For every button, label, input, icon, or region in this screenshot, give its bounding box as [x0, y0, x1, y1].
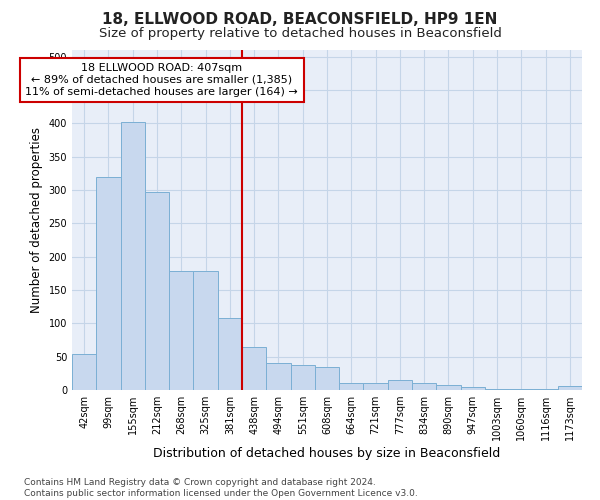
Bar: [315, 366, 339, 390]
Text: 18 ELLWOOD ROAD: 407sqm
← 89% of detached houses are smaller (1,385)
11% of semi: 18 ELLWOOD ROAD: 407sqm ← 89% of detache…: [25, 64, 298, 96]
Bar: [461, 388, 485, 390]
Bar: [290, 366, 315, 390]
Bar: [339, 382, 364, 390]
Text: Size of property relative to detached houses in Beaconsfield: Size of property relative to detached ho…: [98, 28, 502, 40]
Bar: [169, 272, 193, 390]
Text: Contains HM Land Registry data © Crown copyright and database right 2024.
Contai: Contains HM Land Registry data © Crown c…: [24, 478, 418, 498]
Bar: [558, 386, 582, 390]
Y-axis label: Number of detached properties: Number of detached properties: [30, 127, 43, 313]
Bar: [436, 386, 461, 390]
Bar: [96, 176, 121, 390]
Bar: [242, 348, 266, 390]
Bar: [218, 318, 242, 390]
Bar: [412, 384, 436, 390]
Bar: [145, 192, 169, 390]
Bar: [72, 354, 96, 390]
Bar: [266, 364, 290, 390]
Bar: [485, 388, 509, 390]
Text: 18, ELLWOOD ROAD, BEACONSFIELD, HP9 1EN: 18, ELLWOOD ROAD, BEACONSFIELD, HP9 1EN: [103, 12, 497, 28]
Bar: [193, 272, 218, 390]
Bar: [388, 380, 412, 390]
Bar: [121, 122, 145, 390]
X-axis label: Distribution of detached houses by size in Beaconsfield: Distribution of detached houses by size …: [154, 447, 500, 460]
Bar: [364, 382, 388, 390]
